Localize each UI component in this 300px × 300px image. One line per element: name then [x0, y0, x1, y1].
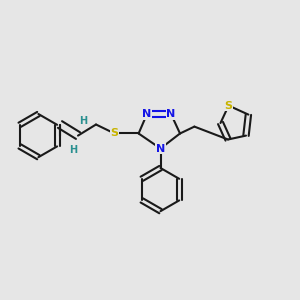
Text: N: N — [142, 109, 152, 119]
Text: S: S — [111, 128, 119, 139]
Text: S: S — [225, 100, 232, 111]
Text: N: N — [167, 109, 176, 119]
Text: N: N — [156, 143, 165, 154]
Text: H: H — [79, 116, 88, 126]
Text: H: H — [69, 145, 77, 155]
